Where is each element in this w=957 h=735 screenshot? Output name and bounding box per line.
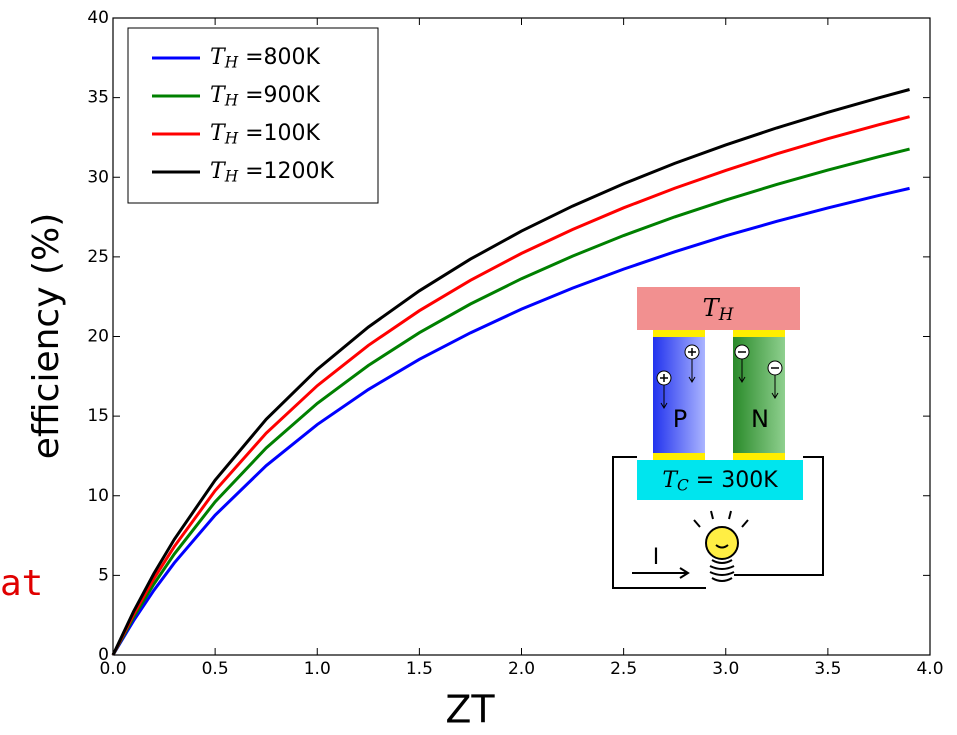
x-tick-label: 3.5 <box>814 659 841 679</box>
inset-contact <box>653 453 705 460</box>
line-series <box>111 88 910 656</box>
inset-circuit <box>612 456 824 589</box>
y-tick-label: 40 <box>87 8 109 28</box>
y-tick-label: 10 <box>87 486 109 506</box>
x-tick-label: 4.0 <box>916 659 943 679</box>
inset-cold-label: TC = 300K <box>662 468 778 495</box>
x-tick-label: 0.5 <box>202 659 229 679</box>
x-tick-label: 0.0 <box>99 659 126 679</box>
x-tick-label: 1.0 <box>304 659 331 679</box>
x-tick-label: 1.5 <box>406 659 433 679</box>
y-tick-label: 35 <box>87 88 109 108</box>
legend-label: TH =1200K <box>210 159 335 186</box>
y-tick-label: 30 <box>87 167 109 187</box>
inset-p-label: P <box>673 405 687 433</box>
charge-arrow <box>738 359 746 383</box>
bulb-rays <box>693 510 749 549</box>
inset-current-label: I <box>653 545 660 570</box>
charge-arrow <box>688 359 696 383</box>
inset-contact <box>733 330 785 337</box>
legend-label: TH =900K <box>210 83 321 110</box>
inset-cold <box>637 460 803 500</box>
inset-hot <box>637 287 800 330</box>
inset-n-label: N <box>751 405 769 433</box>
charge-arrow <box>771 375 779 399</box>
inset-contact <box>733 453 785 460</box>
line-series <box>111 147 910 656</box>
charge-arrow <box>660 385 668 409</box>
bulb <box>705 526 739 560</box>
line-series <box>111 115 910 656</box>
inset-hot-label: TH <box>703 294 734 324</box>
y-tick-label: 0 <box>98 645 109 665</box>
x-axis-label: ZT <box>445 688 495 732</box>
y-tick-label: 20 <box>87 327 109 347</box>
y-axis-label: efficiency (%) <box>26 213 67 460</box>
line-series <box>111 186 910 656</box>
x-tick-label: 2.5 <box>610 659 637 679</box>
y-tick-label: 5 <box>98 565 109 585</box>
y-tick-label: 15 <box>87 406 109 426</box>
x-tick-label: 2.0 <box>508 659 535 679</box>
current-arrow <box>632 567 690 579</box>
x-tick-label: 3.0 <box>712 659 739 679</box>
y-tick-label: 25 <box>87 247 109 267</box>
background-text: at <box>0 563 43 604</box>
inset-contact <box>653 330 705 337</box>
legend-label: TH =800K <box>210 45 321 72</box>
legend-label: TH =100K <box>210 121 321 148</box>
bulb-base <box>709 559 735 582</box>
